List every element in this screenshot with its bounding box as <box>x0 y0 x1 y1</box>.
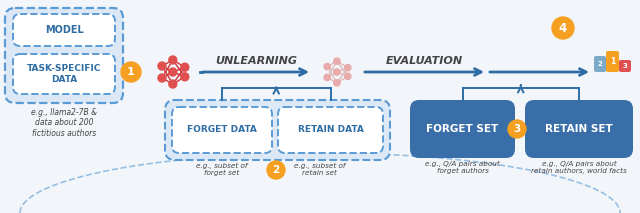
FancyBboxPatch shape <box>13 14 115 46</box>
Text: e.g., subset of
retain set: e.g., subset of retain set <box>294 163 345 176</box>
Circle shape <box>121 62 141 82</box>
Text: FORGET SET: FORGET SET <box>426 124 499 134</box>
Circle shape <box>158 62 166 70</box>
Circle shape <box>158 74 166 82</box>
Circle shape <box>552 17 574 39</box>
Circle shape <box>181 63 189 71</box>
Text: 1: 1 <box>610 57 615 66</box>
Text: UNLEARNING: UNLEARNING <box>215 56 297 66</box>
Circle shape <box>169 80 177 88</box>
Text: 2: 2 <box>273 165 280 175</box>
Circle shape <box>334 69 340 75</box>
Text: e.g., llama2-7B &
data about 200
fictitious authors: e.g., llama2-7B & data about 200 fictiti… <box>31 108 97 138</box>
FancyBboxPatch shape <box>525 100 633 158</box>
Text: e.g., Q/A pairs about
forget authors: e.g., Q/A pairs about forget authors <box>425 161 500 174</box>
Text: RETAIN SET: RETAIN SET <box>545 124 613 134</box>
Text: EVALUATION: EVALUATION <box>385 56 463 66</box>
Circle shape <box>334 58 340 64</box>
Text: MODEL: MODEL <box>45 25 83 35</box>
Circle shape <box>344 65 351 71</box>
Text: FORGET DATA: FORGET DATA <box>187 125 257 134</box>
Text: TASK-SPECIFIC
DATA: TASK-SPECIFIC DATA <box>27 64 101 84</box>
FancyBboxPatch shape <box>410 100 515 158</box>
Text: e.g., Q/A pairs about
retain authors, world facts: e.g., Q/A pairs about retain authors, wo… <box>531 161 627 174</box>
Text: 3: 3 <box>623 63 627 69</box>
Circle shape <box>508 120 526 138</box>
Circle shape <box>169 56 177 64</box>
Circle shape <box>324 63 330 70</box>
Text: 4: 4 <box>559 22 567 35</box>
Circle shape <box>169 68 177 76</box>
Text: e.g., subset of
forget set: e.g., subset of forget set <box>196 163 248 176</box>
FancyBboxPatch shape <box>5 8 123 103</box>
FancyBboxPatch shape <box>619 60 631 72</box>
FancyBboxPatch shape <box>172 107 272 153</box>
FancyBboxPatch shape <box>606 51 619 72</box>
Circle shape <box>344 73 351 79</box>
FancyBboxPatch shape <box>594 56 606 72</box>
Text: RETAIN DATA: RETAIN DATA <box>298 125 364 134</box>
Text: 3: 3 <box>513 124 520 134</box>
FancyBboxPatch shape <box>13 54 115 94</box>
Text: 1: 1 <box>127 67 135 77</box>
FancyBboxPatch shape <box>278 107 383 153</box>
Circle shape <box>267 161 285 179</box>
Circle shape <box>324 74 330 81</box>
Circle shape <box>181 73 189 81</box>
Circle shape <box>334 80 340 86</box>
Text: 2: 2 <box>598 61 602 67</box>
FancyBboxPatch shape <box>165 100 390 160</box>
